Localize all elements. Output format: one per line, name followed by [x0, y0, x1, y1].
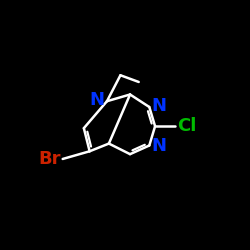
- Text: Br: Br: [38, 150, 61, 168]
- Text: N: N: [90, 91, 105, 109]
- Text: N: N: [152, 138, 166, 156]
- Text: Cl: Cl: [177, 117, 197, 135]
- Text: N: N: [152, 97, 166, 115]
